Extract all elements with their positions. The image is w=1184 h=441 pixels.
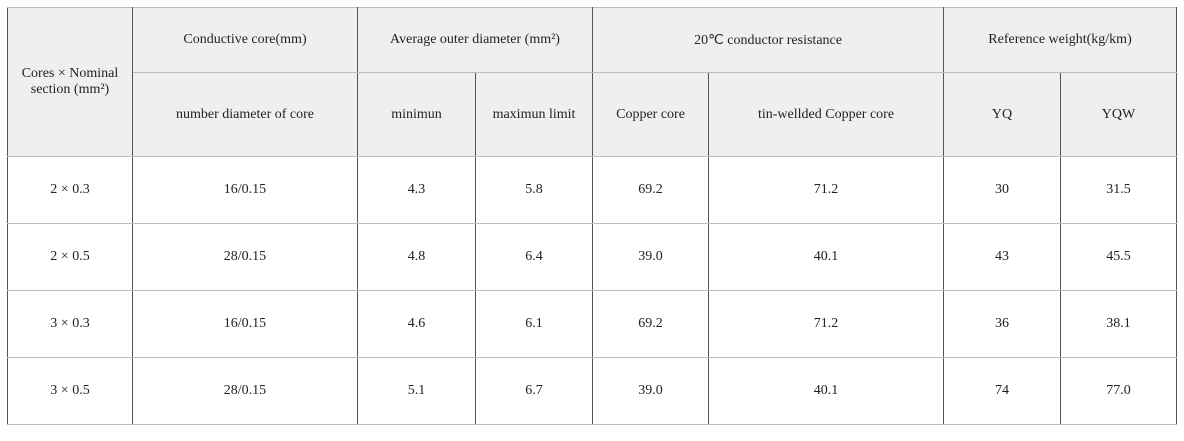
header-cell: YQ [943,72,1062,157]
header-cell: Average outer diameter (mm²) [356,7,594,73]
data-row: 3 × 0.3 16/0.15 4.6 6.1 69.2 71.2 36 38.1 [7,290,1178,358]
header-cell: Copper core [592,72,710,157]
data-cell: 30 [943,156,1062,224]
header-cell: YQW [1060,72,1178,157]
data-cell: 3 × 0.3 [7,290,133,358]
data-row: 2 × 0.3 16/0.15 4.3 5.8 69.2 71.2 30 31.5 [7,156,1178,224]
data-cell: 77.0 [1060,357,1178,425]
data-cell: 6.1 [474,290,594,358]
data-cell: 2 × 0.3 [7,156,133,224]
header-row: Cores × Nominal section (mm²) Conductive … [7,7,1178,157]
data-cell: 6.4 [474,223,594,291]
data-cell: 6.7 [474,357,594,425]
cable-table: Cores × Nominal section (mm²) Conductive … [7,7,1178,425]
data-cell: 71.2 [708,156,945,224]
header-cell: Reference weight(kg/km) [943,7,1178,73]
data-cell: 69.2 [592,156,710,224]
data-cell: 71.2 [708,290,945,358]
data-cell: 40.1 [708,223,945,291]
data-row: 2 × 0.5 28/0.15 4.8 6.4 39.0 40.1 43 45.5 [7,223,1178,291]
data-cell: 4.3 [357,156,476,224]
data-cell: 69.2 [592,290,710,358]
data-cell: 28/0.15 [132,223,358,291]
header-cell: number diameter of core [132,72,358,157]
data-cell: 31.5 [1060,156,1178,224]
data-cell: 40.1 [708,357,945,425]
header-cell: Cores × Nominal section (mm²) [7,7,133,157]
data-cell: 43 [943,223,1062,291]
data-cell: 4.8 [357,223,476,291]
header-cell: tin-wellded Copper core [708,72,945,157]
data-cell: 16/0.15 [132,156,358,224]
header-cell: 20℃ conductor resistance [592,7,945,73]
data-cell: 45.5 [1060,223,1178,291]
data-cell: 36 [943,290,1062,358]
header-cell: minimun [357,72,476,157]
data-cell: 3 × 0.5 [7,357,133,425]
data-row: 3 × 0.5 28/0.15 5.1 6.7 39.0 40.1 74 77.0 [7,357,1178,425]
data-cell: 39.0 [592,223,710,291]
data-cell: 39.0 [592,357,710,425]
data-cell: 4.6 [357,290,476,358]
data-cell: 28/0.15 [132,357,358,425]
header-cell: maximun limit [474,72,594,157]
data-cell: 38.1 [1060,290,1178,358]
data-cell: 2 × 0.5 [7,223,133,291]
data-cell: 74 [943,357,1062,425]
data-cell: 5.1 [357,357,476,425]
header-cell: Conductive core(mm) [132,7,358,73]
table-wrap: Cores × Nominal section (mm²) Conductive … [7,7,1178,425]
data-cell: 5.8 [474,156,594,224]
data-cell: 16/0.15 [132,290,358,358]
header-row: number diameter of core minimun maximun li… [8,72,1178,157]
